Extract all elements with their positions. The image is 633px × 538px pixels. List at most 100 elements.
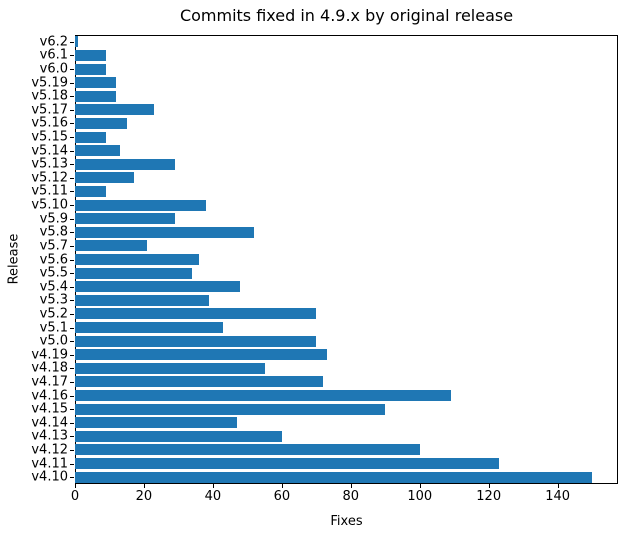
bar-v5.17 [75, 104, 155, 116]
bar-v4.17 [75, 376, 324, 388]
bar-v4.14 [75, 417, 238, 429]
y-tick-label: v5.10 [31, 197, 68, 213]
y-tick-mark [70, 395, 74, 397]
y-tick-label: v5.16 [31, 115, 68, 131]
y-tick-mark [70, 368, 74, 370]
y-tick-mark [70, 55, 74, 57]
x-tick-label: 100 [407, 489, 433, 504]
x-tick-mark [281, 484, 283, 488]
y-tick-label: v5.11 [31, 183, 68, 199]
bar-v5.13 [75, 158, 175, 170]
y-tick-mark [70, 477, 74, 479]
x-tick-label: 40 [204, 489, 222, 504]
x-tick-mark [212, 484, 214, 488]
bar-v4.15 [75, 403, 386, 415]
x-tick-label: 20 [135, 489, 153, 504]
y-tick-mark [70, 327, 74, 329]
y-tick-mark [70, 436, 74, 438]
x-tick-mark [75, 484, 76, 488]
y-tick-mark [70, 354, 74, 356]
y-tick-label: v4.12 [31, 442, 68, 458]
y-tick-mark [70, 313, 74, 315]
y-tick-mark [70, 82, 74, 84]
y-tick-mark [70, 463, 74, 465]
y-tick-mark [70, 449, 74, 451]
bar-v5.15 [75, 131, 107, 143]
y-tick-mark [70, 300, 74, 302]
y-tick-label: v5.13 [31, 156, 68, 172]
y-tick-mark [70, 273, 74, 275]
y-tick-mark [70, 409, 74, 411]
bar-v5.7 [75, 240, 148, 252]
y-tick-label: v4.11 [31, 456, 68, 472]
y-tick-mark [70, 218, 74, 220]
bar-v5.1 [75, 322, 224, 334]
y-tick-label: v4.18 [31, 360, 68, 376]
bar-v5.16 [75, 117, 127, 129]
y-tick-mark [70, 422, 74, 424]
bar-v5.3 [75, 294, 210, 306]
y-tick-mark [70, 177, 74, 179]
x-axis-label: Fixes [330, 514, 363, 529]
bar-v6.1 [75, 49, 107, 61]
y-tick-mark [70, 109, 74, 111]
bar-v4.11 [75, 458, 500, 470]
x-tick-label: 60 [273, 489, 291, 504]
y-tick-mark [70, 96, 74, 98]
bar-v5.10 [75, 199, 206, 211]
bar-v5.5 [75, 267, 193, 279]
y-tick-label: v6.2 [39, 34, 68, 50]
y-tick-mark [70, 259, 74, 261]
y-tick-label: v6.0 [39, 61, 68, 77]
bar-v5.0 [75, 335, 317, 347]
y-tick-mark [70, 137, 74, 139]
y-tick-label: v5.5 [39, 265, 68, 281]
y-tick-label: v4.17 [31, 374, 68, 390]
x-tick-label: 140 [545, 489, 571, 504]
y-tick-mark [70, 164, 74, 166]
y-tick-label: v5.18 [31, 88, 68, 104]
bar-v4.18 [75, 362, 265, 374]
bar-v4.19 [75, 349, 327, 361]
x-tick-mark [557, 484, 559, 488]
bar-v6.0 [75, 63, 107, 75]
chart-title: Commits fixed in 4.9.x by original relea… [179, 6, 514, 25]
bar-v5.2 [75, 308, 317, 320]
y-tick-label: v5.8 [39, 224, 68, 240]
y-tick-label: v6.1 [39, 47, 68, 63]
y-tick-mark [70, 232, 74, 234]
x-tick-label: 80 [342, 489, 360, 504]
y-tick-label: v4.10 [31, 469, 68, 485]
bar-v4.13 [75, 430, 282, 442]
y-tick-label: v4.15 [31, 401, 68, 417]
y-tick-mark [70, 191, 74, 193]
y-tick-label: v5.14 [31, 143, 68, 159]
y-tick-label: v5.12 [31, 170, 68, 186]
bar-v4.12 [75, 444, 420, 456]
y-tick-mark [70, 205, 74, 207]
y-tick-label: v5.6 [39, 252, 68, 267]
y-tick-label: v5.15 [31, 129, 68, 145]
y-tick-mark [70, 69, 74, 70]
y-tick-mark [70, 341, 74, 343]
y-tick-label: v5.0 [39, 333, 68, 349]
y-tick-mark [70, 41, 74, 43]
bar-v5.18 [75, 90, 117, 102]
y-tick-mark [70, 150, 74, 152]
y-tick-label: v4.16 [31, 388, 68, 404]
bar-v4.10 [75, 471, 593, 483]
y-tick-label: v4.14 [31, 415, 68, 431]
y-tick-label: v5.1 [39, 320, 68, 336]
bar-v5.11 [75, 185, 107, 197]
bar-v6.2 [75, 36, 79, 48]
x-tick-mark [419, 484, 421, 488]
bar-v4.16 [75, 390, 451, 402]
y-tick-label: v5.2 [39, 306, 68, 322]
x-tick-mark [488, 484, 490, 488]
bar-v5.4 [75, 281, 241, 293]
y-tick-label: v5.4 [39, 279, 68, 295]
y-tick-label: v4.19 [31, 347, 68, 363]
bar-v5.8 [75, 226, 255, 238]
bar-v5.19 [75, 77, 117, 89]
